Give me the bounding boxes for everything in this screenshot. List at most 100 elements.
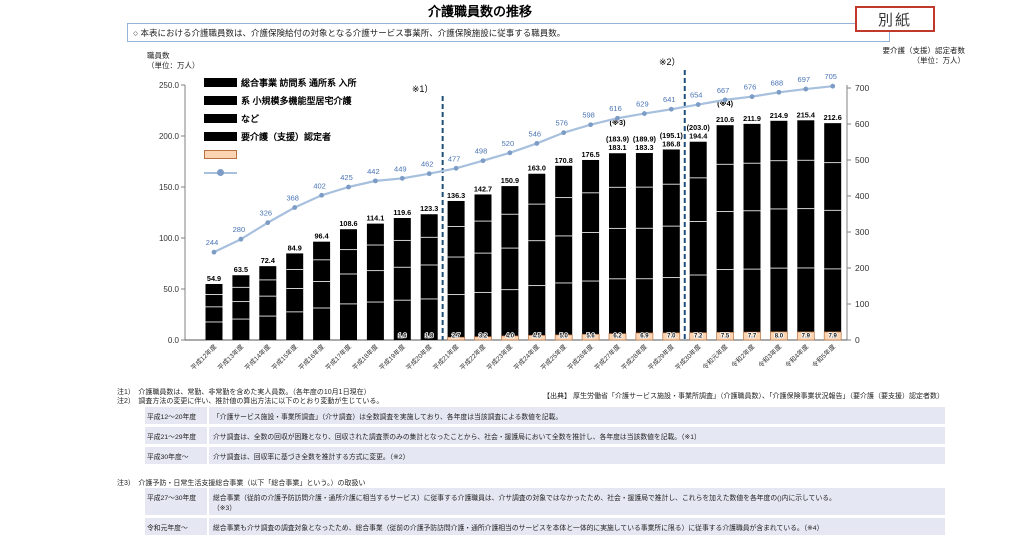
bottom-segment-value: 7.0 [667,334,676,340]
sogo-jigyo-segment [635,332,654,341]
line-value-label: 520 [502,139,515,148]
x-axis-label: 平成17年度 [323,342,353,372]
stacked-bar [797,120,815,341]
bar-value-label: 186.8 [662,139,680,148]
line-marker [346,184,351,190]
stacked-bar [232,275,250,340]
line-value-label: 425 [340,173,353,182]
line-marker [776,89,782,95]
sogo-jigyo-segment [716,332,734,341]
x-axis-label: 平成24年度 [511,342,541,372]
bar-value-label: 108.6 [339,219,357,228]
bar-value-label: 183.3 [635,143,653,152]
line-marker [561,130,567,136]
legend-label: 系 小規模多機能型居宅介護 [241,95,352,106]
bar-swatch-icon [204,77,237,87]
bar-value-label: 211.9 [743,114,761,123]
line-swatch-icon [204,168,237,177]
legend-item: 総合事業 訪問系 通所系 入所 [204,73,357,91]
row-period: 平成12〜20年度 [145,407,207,424]
table-row: 令和元年度〜 総合事業も介サ調査の調査対象となったため、総合事業（従前の介護予防… [145,518,945,535]
x-axis-label: 令和3年度 [756,342,784,370]
line-value-label: 598 [582,111,595,120]
stacked-bar [420,214,438,340]
line-marker [642,111,647,116]
peach-swatch-icon [204,149,237,159]
attachment-label: 別紙 [877,11,912,29]
line-value-label: 498 [475,147,488,156]
stacked-bar [501,186,519,340]
x-axis-label: 平成23年度 [484,342,514,372]
line-value-label: 576 [555,119,568,128]
bottom-segment-value: 7.5 [721,334,730,340]
line-value-label: 462 [421,160,434,169]
svg-text:200.0: 200.0 [159,132,180,141]
svg-text:150.0: 150.0 [159,183,180,192]
stacked-bar [609,153,626,340]
x-axis-label: 令和2年度 [729,342,757,370]
sogo-jigyo-segment [689,332,708,341]
left-axis-title: 職員数 （単位：万人） [147,51,200,71]
bar-value-label: 72.4 [261,256,276,265]
bottom-segment-value: 6.2 [613,334,622,340]
bottom-segment-value: 1.6 [398,334,407,340]
line-value-label: 368 [286,194,299,203]
bar-value-label: 123.3 [420,204,438,213]
legend-item [204,145,357,163]
row-period: 平成30年度〜 [145,447,207,464]
bar-value-label: 142.7 [474,184,492,193]
x-axis-label: 平成13年度 [215,342,245,372]
bar-value-label: 212.6 [824,113,842,122]
line-value-label: 629 [636,100,649,109]
bar-paren-label: (183.9) [606,135,630,144]
line-value-label: 402 [313,181,326,190]
table-row: 平成30年度〜 介サ調査は、回収率に基づき全数を推計する方式に変更。（※2） [145,447,945,464]
x-axis-label: 平成15年度 [269,342,299,372]
x-axis-label: 平成18年度 [350,342,380,372]
page-title: 介護職員数の推移 [427,4,532,19]
legend-label: など [241,113,260,124]
bottom-segment-value: 7.7 [748,334,757,340]
bar-value-label: 119.6 [393,208,411,217]
x-axis-label: 平成22年度 [458,342,488,372]
line-value-label: 546 [529,129,542,138]
bar-value-label: 170.8 [555,156,573,165]
line-value-label: 244 [206,238,219,247]
attachment-badge: 別紙 [855,6,935,32]
x-axis-label: 平成21年度 [431,342,461,372]
line-marker [830,83,836,89]
certified-persons-line [213,85,833,254]
care-workers-chart: ※1） ※2） 250.0 200.0 150.0 100.0 50.0 0.0 700 600 5… [130,44,970,389]
bar-value-label: 215.4 [797,110,816,119]
sogo-jigyo-segment [554,334,573,341]
bottom-segment-value: 7.9 [802,334,811,340]
svg-text:700: 700 [855,83,869,93]
svg-text:400: 400 [855,191,869,201]
line-marker [588,122,593,128]
row-period: 令和元年度〜 [145,518,207,535]
sogo-jigyo-segment [527,335,546,341]
line-value-label: 705 [824,72,837,81]
sogo-jigyo-segment [501,335,519,341]
right-axis-title: 要介護（支援）認定者数 （単位：万人） [882,46,966,66]
line-marker [534,141,540,146]
line-marker [373,178,378,184]
x-axis-label: 平成12年度 [189,342,219,372]
svg-text:0.0: 0.0 [168,336,180,345]
x-axis-label: 平成26年度 [565,342,595,372]
bottom-segment-value: 4.0 [506,334,515,340]
svg-text:100.0: 100.0 [159,234,180,243]
bottom-segment-value: 7.9 [829,334,838,340]
legend-label: 要介護（支援）認定者 [241,131,332,142]
bottom-segment-value: 1.8 [425,334,434,340]
line-marker [507,150,513,156]
point-note-label: (※4) [717,99,734,108]
stacked-bar [555,165,573,340]
stacked-bar [286,253,304,340]
x-axis-label: 平成19年度 [377,342,407,372]
bar-value-label: 136.3 [447,191,465,200]
bottom-segment-value: 7.2 [694,334,703,340]
x-axis-label: 平成28年度 [619,342,649,372]
legend-item: など [204,109,357,127]
stacked-bar [205,284,223,340]
